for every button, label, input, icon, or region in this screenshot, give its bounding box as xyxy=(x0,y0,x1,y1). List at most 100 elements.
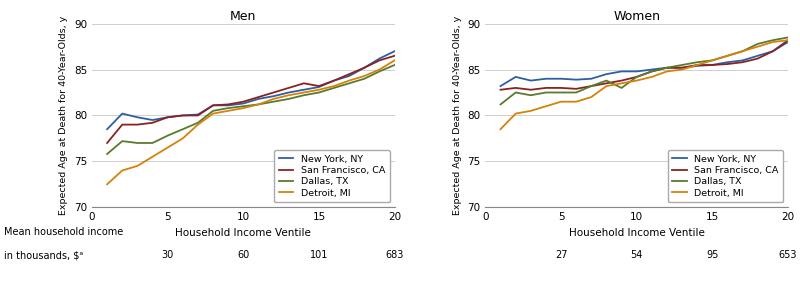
New York, NY xyxy=(617,70,626,73)
New York, NY xyxy=(118,112,127,115)
Title: Men: Men xyxy=(230,9,257,22)
Detroit, MI xyxy=(571,100,581,104)
New York, NY xyxy=(359,66,369,70)
San Francisco, CA xyxy=(571,87,581,91)
San Francisco, CA xyxy=(193,114,202,117)
Text: Mean household income: Mean household income xyxy=(4,227,123,237)
New York, NY xyxy=(541,77,550,81)
Detroit, MI xyxy=(662,70,672,73)
Detroit, MI xyxy=(254,103,263,106)
New York, NY xyxy=(678,66,687,70)
Legend: New York, NY, San Francisco, CA, Dallas, TX, Detroit, MI: New York, NY, San Francisco, CA, Dallas,… xyxy=(668,150,783,202)
San Francisco, CA xyxy=(284,86,294,90)
Dallas, TX xyxy=(753,42,762,46)
New York, NY xyxy=(511,75,521,79)
New York, NY xyxy=(178,114,187,117)
New York, NY xyxy=(647,68,657,71)
Detroit, MI xyxy=(496,128,506,131)
New York, NY xyxy=(526,79,535,82)
Line: Dallas, TX: Dallas, TX xyxy=(501,38,788,104)
Dallas, TX xyxy=(722,54,732,58)
San Francisco, CA xyxy=(238,100,248,104)
Detroit, MI xyxy=(374,68,384,71)
San Francisco, CA xyxy=(722,62,732,66)
New York, NY xyxy=(254,97,263,101)
Legend: New York, NY, San Francisco, CA, Dallas, TX, Detroit, MI: New York, NY, San Francisco, CA, Dallas,… xyxy=(274,150,390,202)
San Francisco, CA xyxy=(118,123,127,126)
Detroit, MI xyxy=(783,38,793,42)
Detroit, MI xyxy=(133,164,142,168)
Detroit, MI xyxy=(390,59,399,62)
Text: 27: 27 xyxy=(554,250,567,260)
Dallas, TX xyxy=(254,103,263,106)
San Francisco, CA xyxy=(678,66,687,70)
Detroit, MI xyxy=(647,75,657,79)
Detroit, MI xyxy=(722,54,732,58)
Detroit, MI xyxy=(678,68,687,71)
New York, NY xyxy=(223,104,233,107)
Dallas, TX xyxy=(602,79,611,82)
San Francisco, CA xyxy=(541,86,550,90)
Dallas, TX xyxy=(390,63,399,67)
San Francisco, CA xyxy=(556,86,566,90)
New York, NY xyxy=(299,88,309,91)
Dallas, TX xyxy=(118,139,127,143)
New York, NY xyxy=(707,63,717,67)
Detroit, MI xyxy=(359,74,369,78)
New York, NY xyxy=(330,79,339,82)
Detroit, MI xyxy=(526,109,535,113)
Dallas, TX xyxy=(269,100,278,104)
Detroit, MI xyxy=(330,84,339,88)
New York, NY xyxy=(783,40,793,44)
San Francisco, CA xyxy=(662,66,672,70)
Text: 60: 60 xyxy=(237,250,250,260)
Detroit, MI xyxy=(617,82,626,85)
New York, NY xyxy=(133,115,142,119)
New York, NY xyxy=(390,49,399,53)
New York, NY xyxy=(496,84,506,88)
Text: in thousands, $ᵃ: in thousands, $ᵃ xyxy=(4,250,83,260)
San Francisco, CA xyxy=(223,103,233,106)
New York, NY xyxy=(238,102,248,105)
Dallas, TX xyxy=(374,70,384,73)
Line: New York, NY: New York, NY xyxy=(107,51,394,129)
Text: 95: 95 xyxy=(706,250,718,260)
Dallas, TX xyxy=(511,91,521,94)
Detroit, MI xyxy=(208,112,218,115)
Dallas, TX xyxy=(223,106,233,110)
Detroit, MI xyxy=(284,94,294,97)
Text: 30: 30 xyxy=(162,250,174,260)
Dallas, TX xyxy=(617,86,626,90)
Dallas, TX xyxy=(678,63,687,67)
X-axis label: Household Income Ventile: Household Income Ventile xyxy=(175,228,311,238)
New York, NY xyxy=(753,54,762,58)
Line: Detroit, MI: Detroit, MI xyxy=(107,60,394,184)
San Francisco, CA xyxy=(632,75,642,79)
Detroit, MI xyxy=(102,183,112,186)
Detroit, MI xyxy=(314,88,324,91)
San Francisco, CA xyxy=(496,88,506,91)
New York, NY xyxy=(632,70,642,73)
Detroit, MI xyxy=(556,100,566,104)
Detroit, MI xyxy=(693,63,702,67)
Detroit, MI xyxy=(541,104,550,108)
Line: Detroit, MI: Detroit, MI xyxy=(501,40,788,129)
Dallas, TX xyxy=(284,97,294,101)
San Francisco, CA xyxy=(390,54,399,58)
Line: San Francisco, CA: San Francisco, CA xyxy=(107,56,394,143)
Y-axis label: Expected Age at Death for 40-Year-Olds, y: Expected Age at Death for 40-Year-Olds, … xyxy=(453,16,462,215)
Detroit, MI xyxy=(345,79,354,82)
Dallas, TX xyxy=(208,109,218,113)
New York, NY xyxy=(571,78,581,81)
Dallas, TX xyxy=(693,60,702,64)
Dallas, TX xyxy=(496,103,506,106)
New York, NY xyxy=(662,66,672,70)
Detroit, MI xyxy=(738,49,747,53)
New York, NY xyxy=(208,104,218,107)
Dallas, TX xyxy=(133,141,142,145)
San Francisco, CA xyxy=(102,141,112,145)
New York, NY xyxy=(193,113,202,116)
Dallas, TX xyxy=(632,75,642,79)
New York, NY xyxy=(269,94,278,98)
New York, NY xyxy=(738,59,747,62)
